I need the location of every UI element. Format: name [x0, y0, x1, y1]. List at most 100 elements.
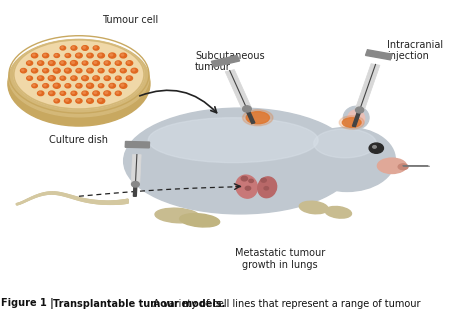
Polygon shape	[82, 198, 83, 201]
Ellipse shape	[347, 110, 365, 127]
Polygon shape	[87, 199, 88, 202]
Polygon shape	[103, 201, 104, 204]
Polygon shape	[55, 192, 56, 194]
Circle shape	[77, 84, 80, 86]
Polygon shape	[93, 200, 94, 203]
Polygon shape	[43, 193, 44, 195]
Circle shape	[43, 53, 49, 58]
Circle shape	[76, 99, 82, 103]
Circle shape	[50, 92, 52, 94]
Polygon shape	[54, 192, 55, 194]
Circle shape	[121, 54, 124, 56]
Circle shape	[88, 54, 91, 56]
Circle shape	[83, 77, 85, 79]
Circle shape	[109, 83, 116, 88]
Polygon shape	[63, 193, 64, 196]
Circle shape	[94, 92, 97, 94]
Text: Figure 1 |: Figure 1 |	[0, 298, 57, 309]
Circle shape	[37, 91, 44, 96]
Polygon shape	[83, 198, 84, 202]
Circle shape	[55, 54, 57, 56]
Circle shape	[55, 84, 57, 86]
Polygon shape	[85, 199, 86, 202]
Polygon shape	[44, 193, 45, 195]
Polygon shape	[114, 201, 115, 204]
Polygon shape	[92, 200, 93, 203]
Circle shape	[98, 98, 105, 103]
Circle shape	[93, 91, 100, 96]
Polygon shape	[42, 193, 43, 195]
Polygon shape	[52, 192, 53, 194]
Circle shape	[60, 76, 66, 80]
Circle shape	[105, 92, 108, 94]
Ellipse shape	[9, 39, 149, 117]
Polygon shape	[60, 193, 61, 195]
Circle shape	[66, 54, 68, 56]
Circle shape	[87, 99, 93, 103]
Circle shape	[37, 61, 44, 65]
Polygon shape	[35, 195, 36, 197]
Circle shape	[65, 84, 71, 88]
Ellipse shape	[342, 118, 361, 127]
Circle shape	[120, 83, 127, 88]
Polygon shape	[40, 194, 41, 196]
Circle shape	[54, 99, 60, 103]
Circle shape	[64, 68, 71, 73]
Ellipse shape	[314, 129, 376, 158]
Ellipse shape	[236, 175, 257, 198]
Circle shape	[38, 77, 41, 79]
Circle shape	[27, 62, 30, 63]
Polygon shape	[104, 201, 105, 204]
Polygon shape	[48, 192, 49, 194]
Text: Tumour cell: Tumour cell	[102, 15, 158, 25]
Circle shape	[98, 53, 104, 58]
Polygon shape	[69, 195, 70, 198]
Polygon shape	[97, 201, 98, 204]
Circle shape	[39, 62, 41, 63]
Circle shape	[82, 46, 88, 50]
Circle shape	[83, 46, 85, 48]
Circle shape	[94, 62, 97, 63]
Circle shape	[72, 92, 74, 94]
Circle shape	[261, 178, 266, 182]
Polygon shape	[73, 196, 74, 199]
Circle shape	[264, 187, 269, 190]
Circle shape	[100, 84, 101, 86]
Circle shape	[115, 61, 121, 65]
Polygon shape	[79, 197, 80, 200]
Circle shape	[110, 54, 113, 56]
Circle shape	[121, 84, 124, 86]
Polygon shape	[99, 201, 100, 204]
Circle shape	[72, 62, 74, 63]
Text: Culture dish: Culture dish	[49, 135, 109, 145]
Circle shape	[49, 77, 52, 79]
Circle shape	[31, 53, 38, 58]
Polygon shape	[118, 201, 119, 204]
Circle shape	[61, 77, 64, 79]
Circle shape	[109, 69, 115, 73]
Polygon shape	[49, 192, 50, 194]
Circle shape	[116, 76, 121, 80]
Circle shape	[61, 47, 63, 48]
Circle shape	[64, 99, 71, 103]
Circle shape	[72, 77, 74, 79]
Text: A variety of cell lines that represent a range of tumour: A variety of cell lines that represent a…	[150, 299, 420, 309]
Ellipse shape	[398, 164, 408, 170]
Circle shape	[38, 92, 41, 94]
Polygon shape	[365, 50, 392, 60]
Ellipse shape	[343, 106, 369, 129]
Ellipse shape	[258, 177, 277, 198]
Polygon shape	[37, 195, 38, 197]
Polygon shape	[78, 197, 79, 200]
Polygon shape	[71, 195, 72, 198]
Circle shape	[116, 62, 119, 63]
Ellipse shape	[339, 116, 364, 129]
Polygon shape	[91, 200, 92, 203]
Circle shape	[88, 84, 91, 86]
Circle shape	[33, 84, 35, 86]
Circle shape	[61, 92, 63, 94]
Polygon shape	[106, 201, 107, 204]
Polygon shape	[32, 197, 33, 199]
Polygon shape	[50, 192, 51, 194]
Ellipse shape	[148, 118, 318, 163]
